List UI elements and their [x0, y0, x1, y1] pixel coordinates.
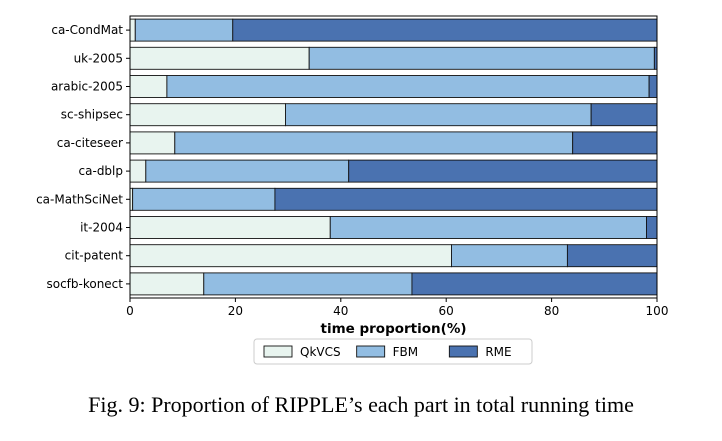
category-labels: ca-CondMat uk-2005 arabic-2005 sc-shipsec ca…: [36, 23, 123, 291]
x-ticks: 0 20 40 60 80 100: [126, 29, 669, 318]
category-label-uk-2005: uk-2005: [74, 51, 123, 65]
x-tick-label-40: 40: [333, 304, 348, 318]
bar-it-2004-fbm: [329, 216, 647, 239]
bar-sc-shipsec-rme: [590, 103, 658, 127]
legend-label-fbm: FBM: [393, 345, 419, 359]
bar-it-2004-qkvcs: [129, 216, 331, 239]
bar-arabic-2005-rme: [648, 75, 658, 98]
x-tick-label-20: 20: [228, 304, 243, 318]
category-label-it-2004: it-2004: [80, 221, 123, 235]
bar-ca-condmat-fbm: [134, 18, 234, 42]
bar-arabic-2005-qkvcs: [129, 75, 168, 98]
bar-ca-condmat-qkvcs: [129, 18, 136, 42]
x-tick-label-0: 0: [126, 304, 134, 318]
bar-sc-shipsec-fbm: [285, 103, 592, 127]
bar-it-2004-rme: [646, 216, 658, 239]
x-axis-title: time proportion(%): [320, 321, 466, 337]
category-label-sc-shipsec: sc-shipsec: [61, 108, 123, 122]
legend-swatch-rme: [448, 345, 478, 358]
legend: QkVCS FBM RME: [253, 338, 533, 365]
x-tick-label-60: 60: [439, 304, 454, 318]
legend-swatch-qkvcs: [263, 345, 293, 358]
bar-sc-shipsec-qkvcs: [129, 103, 286, 127]
bar-ca-citeseer-fbm: [174, 131, 574, 155]
bar-arabic-2005-fbm: [166, 75, 650, 98]
legend-label-qkvcs: QkVCS: [300, 345, 341, 359]
bar-ca-mathscinet-fbm: [132, 187, 276, 211]
category-label-cit-patent: cit-patent: [65, 249, 124, 263]
bar-uk-2005-fbm: [308, 46, 655, 70]
bar-ca-citeseer-qkvcs: [129, 131, 176, 155]
bar-cit-patent-qkvcs: [129, 244, 452, 268]
figure-caption: Fig. 9: Proportion of RIPPLE’s each part…: [88, 392, 634, 417]
legend-swatch-fbm: [356, 345, 386, 358]
bar-socfb-konect-rme: [411, 272, 658, 296]
category-label-ca-dblp: ca-dblp: [79, 164, 123, 178]
bar-ca-dblp-fbm: [145, 159, 350, 183]
bar-ca-dblp-rme: [348, 159, 658, 183]
bar-ca-mathscinet-rme: [274, 187, 658, 211]
bar-ca-condmat-rme: [232, 18, 658, 42]
legend-box: [253, 338, 533, 365]
legend-label-rme: RME: [485, 345, 511, 359]
bar-ca-citeseer-rme: [572, 131, 658, 155]
bar-uk-2005-qkvcs: [129, 46, 310, 70]
category-label-ca-mathscinet: ca-MathSciNet: [36, 192, 123, 206]
x-tick-label-80: 80: [544, 304, 559, 318]
category-label-ca-citeseer: ca-citeseer: [57, 136, 123, 150]
category-label-ca-condmat: ca-CondMat: [51, 23, 123, 37]
bars-layer: [129, 18, 658, 296]
x-tick-label-100: 100: [646, 304, 669, 318]
plot-frame: [129, 15, 658, 299]
bar-ca-dblp-qkvcs: [129, 159, 147, 183]
bar-cit-patent-fbm: [451, 244, 568, 268]
bar-cit-patent-rme: [566, 244, 658, 268]
category-label-socfb-konect: socfb-konect: [46, 277, 123, 291]
bar-socfb-konect-qkvcs: [129, 272, 205, 296]
category-label-arabic-2005: arabic-2005: [51, 80, 123, 94]
stacked-bar-chart: ca-CondMat uk-2005 arabic-2005 sc-shipsec ca…: [36, 15, 669, 365]
bar-socfb-konect-fbm: [203, 272, 413, 296]
